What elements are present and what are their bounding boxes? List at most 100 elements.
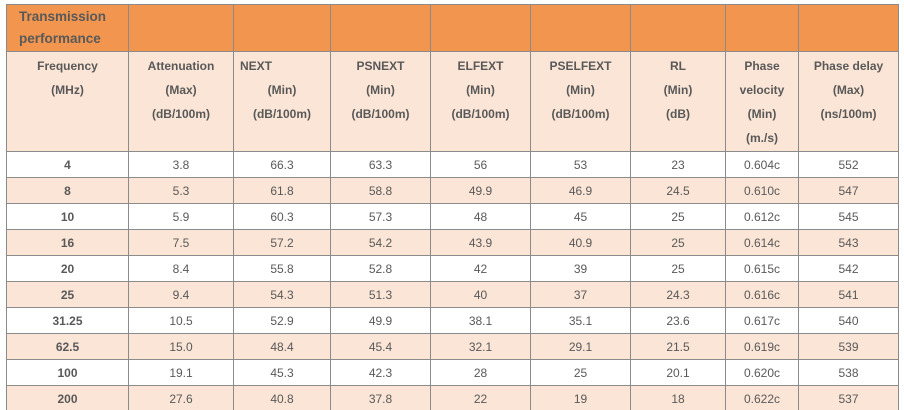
frequency-cell: 4 bbox=[6, 151, 129, 178]
cell-attenuation: 27.6 bbox=[128, 385, 234, 410]
cell-elfext: 42 bbox=[430, 255, 531, 282]
column-header-line: velocity bbox=[739, 83, 785, 97]
cell-rl: 20.1 bbox=[630, 359, 726, 386]
cell-next: 52.9 bbox=[233, 307, 331, 334]
column-header-elfext: ELFEXT (Min) (dB/100m) bbox=[430, 51, 531, 152]
cell-phase-velocity: 0.617c bbox=[725, 307, 799, 334]
banner-empty-cell bbox=[530, 4, 631, 52]
cell-pselfext: 40.9 bbox=[530, 229, 631, 256]
cell-phase-delay: 543 bbox=[798, 229, 899, 256]
cell-pselfext: 53 bbox=[530, 151, 631, 178]
frequency-cell: 200 bbox=[6, 385, 129, 410]
cell-pselfext: 45 bbox=[530, 203, 631, 230]
cell-phase-delay: 547 bbox=[798, 177, 899, 204]
table-row: 31.25 10.5 52.9 49.9 38.1 35.1 23.6 0.617c 540 bbox=[6, 307, 899, 334]
table-row: 4 3.8 66.3 63.3 56 53 23 0.604c 552 bbox=[6, 151, 899, 178]
column-header-line: (dB/100m) bbox=[351, 107, 410, 121]
cell-psnext: 52.8 bbox=[330, 255, 431, 282]
column-header-attenuation: Attenuation (Max) (dB/100m) bbox=[128, 51, 234, 152]
column-header-line: Phase bbox=[744, 59, 780, 73]
cell-psnext: 49.9 bbox=[330, 307, 431, 334]
cell-pselfext: 19 bbox=[530, 385, 631, 410]
table-title-line-2: performance bbox=[19, 31, 101, 46]
cell-phase-velocity: 0.614c bbox=[725, 229, 799, 256]
cell-phase-velocity: 0.612c bbox=[725, 203, 799, 230]
cell-elfext: 43.9 bbox=[430, 229, 531, 256]
column-header-line: (Min) bbox=[466, 83, 495, 97]
cell-phase-delay: 539 bbox=[798, 333, 899, 360]
cell-elfext: 56 bbox=[430, 151, 531, 178]
frequency-cell: 31.25 bbox=[6, 307, 129, 334]
table-title-cell: Transmission performance bbox=[6, 4, 129, 52]
cell-pselfext: 39 bbox=[530, 255, 631, 282]
cell-next: 60.3 bbox=[233, 203, 331, 230]
banner-empty-cell bbox=[330, 4, 431, 52]
column-header-line: (Max) bbox=[832, 83, 865, 97]
table-row: 25 9.4 54.3 51.3 40 37 24.3 0.616c 541 bbox=[6, 281, 899, 308]
column-header-line: PSELFEXT bbox=[549, 59, 612, 73]
datasheet-table-page: Transmission performance Frequency (MHz) A… bbox=[0, 4, 904, 410]
column-header-line: NEXT bbox=[240, 59, 273, 73]
cell-next: 66.3 bbox=[233, 151, 331, 178]
frequency-cell: 10 bbox=[6, 203, 129, 230]
cell-rl: 21.5 bbox=[630, 333, 726, 360]
cell-phase-velocity: 0.615c bbox=[725, 255, 799, 282]
cell-attenuation: 15.0 bbox=[128, 333, 234, 360]
cell-rl: 23.6 bbox=[630, 307, 726, 334]
banner-empty-cell bbox=[128, 4, 234, 52]
column-header-line: (Min) bbox=[566, 83, 595, 97]
cell-pselfext: 29.1 bbox=[530, 333, 631, 360]
cell-phase-velocity: 0.622c bbox=[725, 385, 799, 410]
column-header-line: (dB/100m) bbox=[551, 107, 610, 121]
column-header-frequency: Frequency (MHz) bbox=[6, 51, 129, 152]
column-header-line: (dB/100m) bbox=[151, 107, 210, 121]
cell-rl: 25 bbox=[630, 255, 726, 282]
cell-rl: 25 bbox=[630, 203, 726, 230]
cell-phase-delay: 540 bbox=[798, 307, 899, 334]
cell-rl: 25 bbox=[630, 229, 726, 256]
column-header-line: Attenuation bbox=[147, 59, 215, 73]
column-header-pselfext: PSELFEXT (Min) (dB/100m) bbox=[530, 51, 631, 152]
frequency-cell: 8 bbox=[6, 177, 129, 204]
banner-empty-cell bbox=[798, 4, 899, 52]
column-header-line: PSNEXT bbox=[356, 59, 405, 73]
cell-psnext: 51.3 bbox=[330, 281, 431, 308]
cell-attenuation: 5.9 bbox=[128, 203, 234, 230]
column-header-line: RL bbox=[670, 59, 686, 73]
frequency-cell: 62.5 bbox=[6, 333, 129, 360]
column-header-line: (dB/100m) bbox=[451, 107, 510, 121]
cell-psnext: 58.8 bbox=[330, 177, 431, 204]
cell-phase-delay: 537 bbox=[798, 385, 899, 410]
column-header-line: (ns/100m) bbox=[820, 107, 877, 121]
cell-phase-delay: 552 bbox=[798, 151, 899, 178]
cell-pselfext: 46.9 bbox=[530, 177, 631, 204]
cell-phase-delay: 542 bbox=[798, 255, 899, 282]
cell-elfext: 49.9 bbox=[430, 177, 531, 204]
cell-pselfext: 37 bbox=[530, 281, 631, 308]
banner-empty-cell bbox=[630, 4, 726, 52]
cell-next: 57.2 bbox=[233, 229, 331, 256]
column-header-line: (Min) bbox=[663, 83, 693, 97]
cell-pselfext: 35.1 bbox=[530, 307, 631, 334]
cell-phase-delay: 541 bbox=[798, 281, 899, 308]
banner-empty-cell bbox=[430, 4, 531, 52]
cell-psnext: 42.3 bbox=[330, 359, 431, 386]
cell-psnext: 63.3 bbox=[330, 151, 431, 178]
cell-rl: 24.3 bbox=[630, 281, 726, 308]
cell-phase-delay: 545 bbox=[798, 203, 899, 230]
column-header-phase-velocity: Phase velocity (Min) (m./s) bbox=[725, 51, 799, 152]
cell-attenuation: 7.5 bbox=[128, 229, 234, 256]
cell-attenuation: 10.5 bbox=[128, 307, 234, 334]
column-header-next: NEXT (Min) (dB/100m) bbox=[233, 51, 331, 152]
column-header-line: (Min) bbox=[747, 107, 777, 121]
frequency-cell: 25 bbox=[6, 281, 129, 308]
table-header-row: Frequency (MHz) Attenuation (Max) (dB/100m) N… bbox=[6, 51, 899, 152]
cell-elfext: 40 bbox=[430, 281, 531, 308]
cell-elfext: 22 bbox=[430, 385, 531, 410]
cell-phase-delay: 538 bbox=[798, 359, 899, 386]
cell-next: 48.4 bbox=[233, 333, 331, 360]
column-header-line: (MHz) bbox=[51, 83, 84, 97]
column-header-line: (Min) bbox=[366, 83, 395, 97]
cell-rl: 24.5 bbox=[630, 177, 726, 204]
cell-elfext: 38.1 bbox=[430, 307, 531, 334]
